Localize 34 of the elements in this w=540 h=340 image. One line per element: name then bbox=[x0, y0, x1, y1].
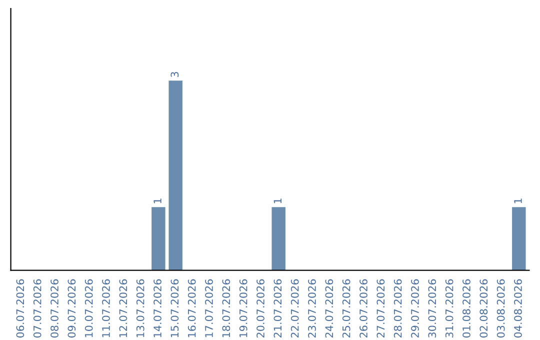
x-tick-label: 31.07.2026 bbox=[445, 279, 454, 338]
x-tick-label: 12.07.2026 bbox=[119, 279, 128, 338]
x-tick-label: 03.08.2026 bbox=[496, 279, 505, 338]
x-tick-label: 26.07.2026 bbox=[360, 279, 368, 338]
x-tick-label: 25.07.2026 bbox=[342, 279, 350, 338]
x-tick-label: 23.07.2026 bbox=[308, 279, 316, 338]
x-tick-label: 27.07.2026 bbox=[376, 279, 385, 338]
x-tick-label: 01.08.2026 bbox=[462, 279, 470, 338]
x-tick-label: 30.07.2026 bbox=[428, 279, 436, 338]
x-tick-label: 22.07.2026 bbox=[290, 279, 299, 338]
data-label: 1 bbox=[154, 198, 162, 204]
data-label: 1 bbox=[514, 198, 522, 204]
x-tick-label: 17.07.2026 bbox=[205, 279, 213, 338]
x-tick-label: 02.08.2026 bbox=[480, 279, 488, 338]
x-tick-label: 10.07.2026 bbox=[84, 279, 93, 338]
x-tick-label: 11.07.2026 bbox=[102, 279, 110, 338]
x-tick-label: 21.07.2026 bbox=[274, 279, 282, 338]
x-tick-label: 24.07.2026 bbox=[325, 279, 334, 338]
x-tick-label: 14.07.2026 bbox=[154, 279, 162, 338]
x-tick-label: 13.07.2026 bbox=[136, 279, 144, 338]
x-tick-label: 18.07.2026 bbox=[222, 279, 230, 338]
x-tick-label: 19.07.2026 bbox=[239, 279, 248, 338]
x-tick-label: 15.07.2026 bbox=[170, 279, 179, 338]
x-tick-label: 09.07.2026 bbox=[68, 279, 76, 338]
x-tick-label: 08.07.2026 bbox=[50, 279, 58, 338]
x-tick-label: 07.07.2026 bbox=[33, 279, 42, 338]
x-tick-label: 04.08.2026 bbox=[514, 279, 522, 338]
data-label: 1 bbox=[274, 198, 282, 204]
x-tick-label: 29.07.2026 bbox=[411, 279, 419, 338]
x-tick-label: 16.07.2026 bbox=[188, 279, 196, 338]
x-tick-label: 20.07.2026 bbox=[256, 279, 264, 338]
data-label: 3 bbox=[170, 72, 179, 78]
x-tick-label: 28.07.2026 bbox=[394, 279, 402, 338]
x-tick-label: 06.07.2026 bbox=[16, 279, 24, 338]
